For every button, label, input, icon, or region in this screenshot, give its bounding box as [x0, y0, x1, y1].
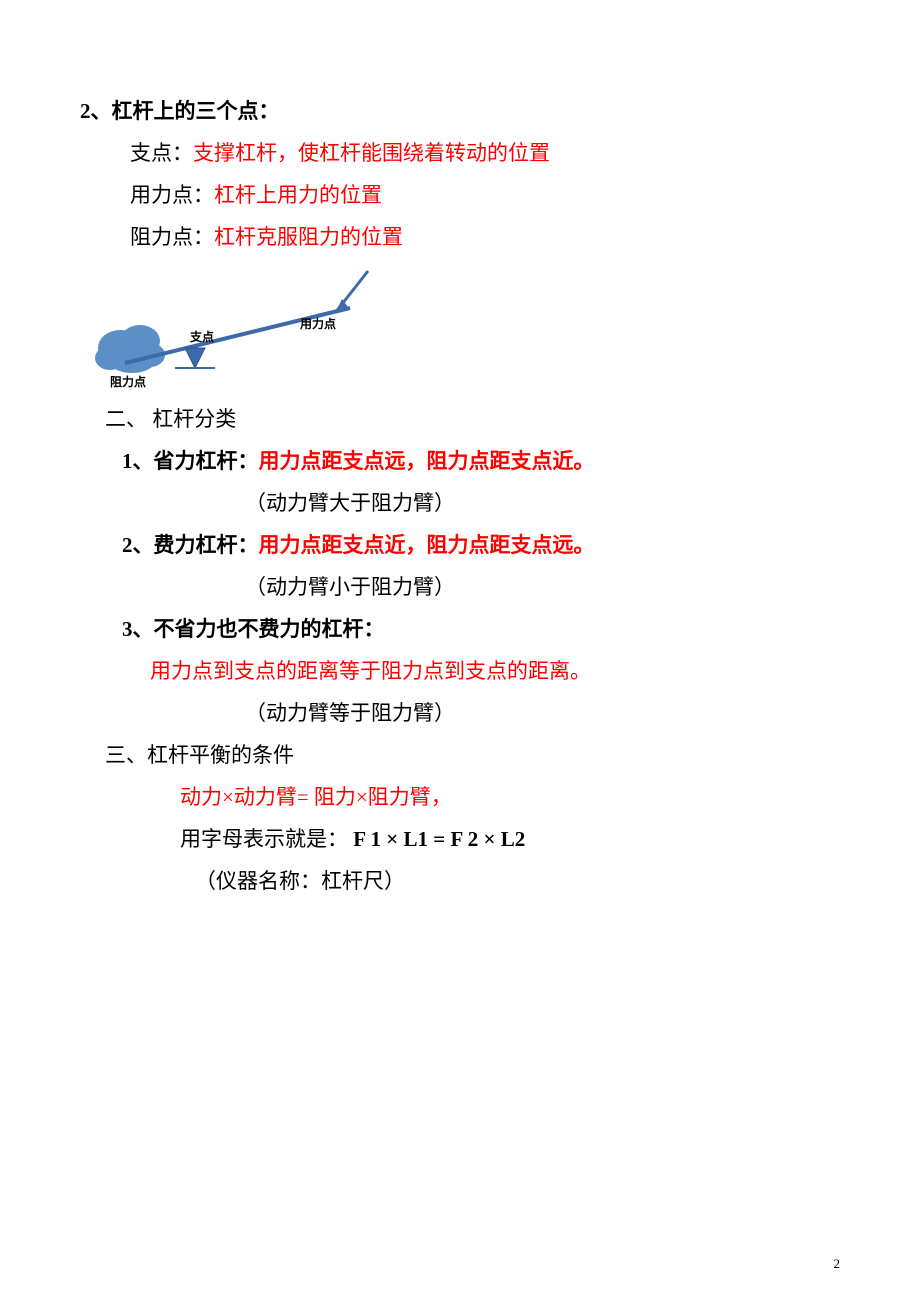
formula-text: 动力×动力臂= 阻力×阻力臂， [80, 776, 840, 818]
item1-note: （动力臂大于阻力臂） [80, 482, 840, 524]
formula-symbol-line: 用字母表示就是： F 1 × L1 = F 2 × L2 [80, 818, 840, 860]
item1-def: 用力点距支点远，阻力点距支点近。 [259, 449, 595, 473]
item2-line: 2、费力杠杆：用力点距支点近，阻力点距支点远。 [80, 524, 840, 566]
point1-def: 支撑杠杆，使杠杆能围绕着转动的位置 [193, 141, 550, 165]
point3-def: 杠杆克服阻力的位置 [214, 225, 403, 249]
load-label: 阻力点 [110, 374, 146, 389]
sectionC-title: 三、杠杆平衡的条件 [80, 734, 840, 776]
item3-def: 用力点到支点的距离等于阻力点到支点的距离。 [80, 650, 840, 692]
fulcrum-icon [185, 348, 205, 368]
point3-label: 阻力点： [130, 225, 214, 249]
formula-symbol: F 1 × L1 = F 2 × L2 [353, 827, 525, 851]
point3-line: 阻力点：杠杆克服阻力的位置 [80, 216, 840, 258]
point1-line: 支点：支撑杠杆，使杠杆能围绕着转动的位置 [80, 132, 840, 174]
item2-label: 2、费力杠杆： [122, 533, 259, 557]
item3-label: 3、不省力也不费力的杠杆： [80, 608, 840, 650]
item3-note: （动力臂等于阻力臂） [80, 692, 840, 734]
instrument-note: （仪器名称：杠杆尺） [80, 860, 840, 902]
sectionB-title: 二、 杠杆分类 [80, 398, 840, 440]
page-number: 2 [834, 1256, 841, 1272]
point2-line: 用力点：杠杆上用力的位置 [80, 174, 840, 216]
formula-prefix: 用字母表示就是： [180, 827, 353, 851]
page-content: 2、杠杆上的三个点： 支点：支撑杠杆，使杠杆能围绕着转动的位置 用力点：杠杆上用… [0, 0, 920, 902]
rock-icon [95, 325, 165, 373]
effort-label: 用力点 [299, 316, 336, 331]
lever-svg: 支点 用力点 阻力点 [90, 263, 390, 393]
fulcrum-label: 支点 [189, 329, 214, 344]
point2-def: 杠杆上用力的位置 [214, 183, 382, 207]
lever-diagram: 支点 用力点 阻力点 [90, 263, 390, 393]
item1-label: 1、省力杠杆： [122, 449, 259, 473]
point2-label: 用力点： [130, 183, 214, 207]
item2-note: （动力臂小于阻力臂） [80, 566, 840, 608]
item1-line: 1、省力杠杆：用力点距支点远，阻力点距支点近。 [80, 440, 840, 482]
point1-label: 支点： [130, 141, 193, 165]
item2-def: 用力点距支点近，阻力点距支点远。 [259, 533, 595, 557]
section2-title: 2、杠杆上的三个点： [80, 90, 840, 132]
